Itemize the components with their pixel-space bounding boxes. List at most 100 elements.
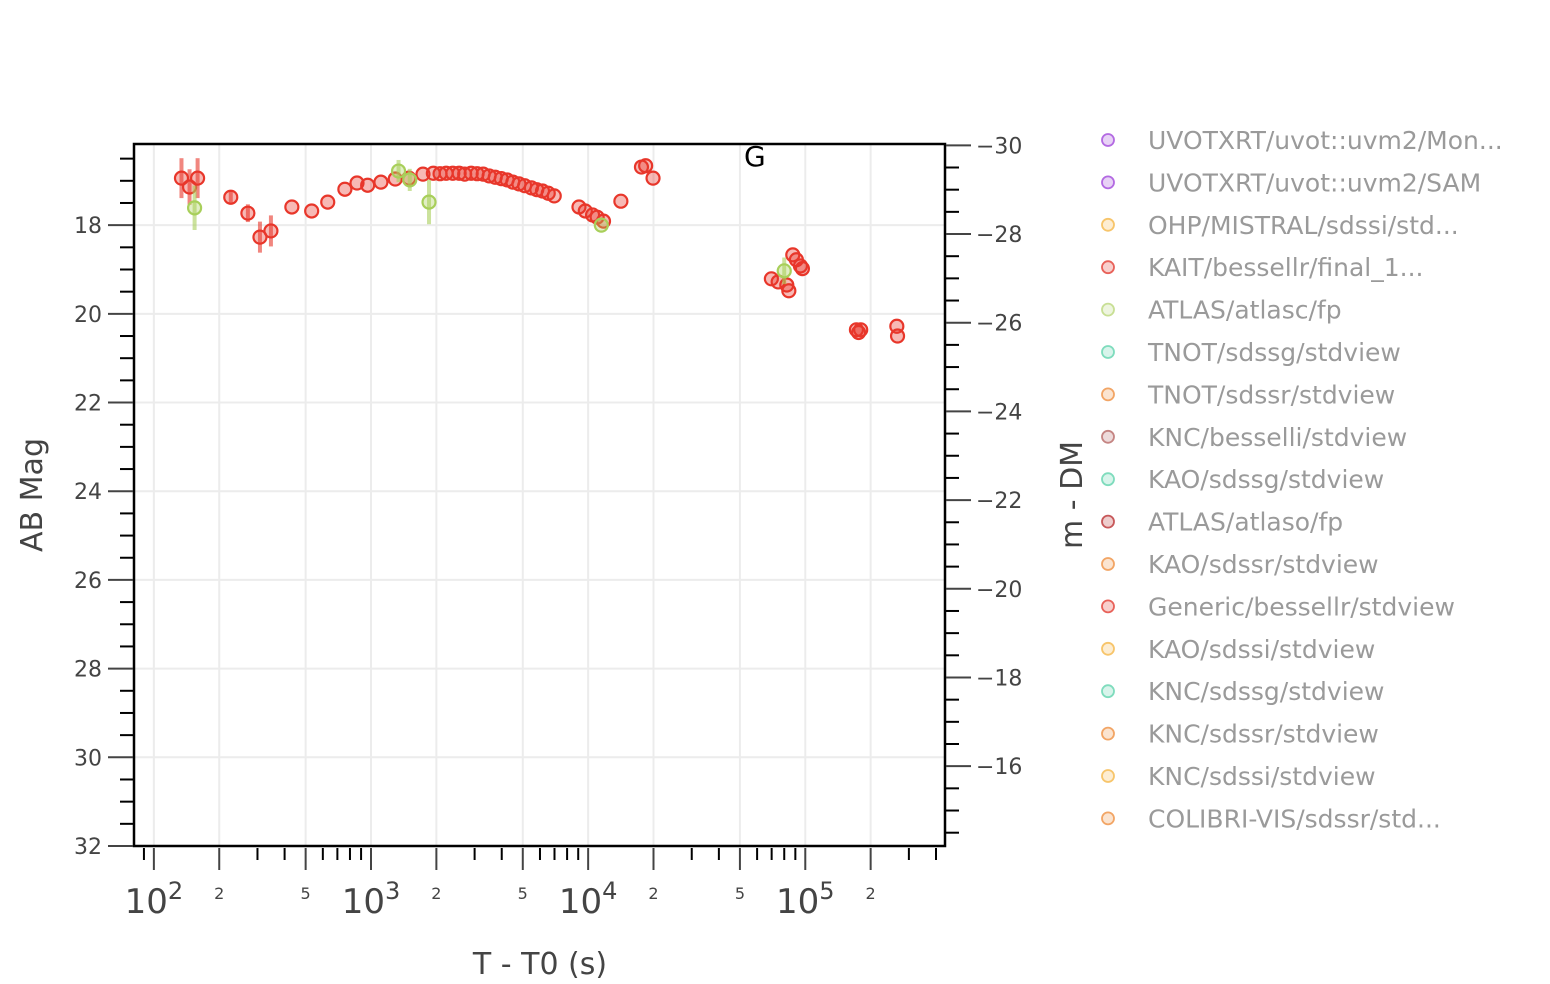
data-point [577, 203, 593, 219]
data-point [190, 170, 206, 186]
data-point [284, 199, 300, 215]
data-point [240, 205, 256, 221]
x-minor-tick-label: 2 [866, 884, 876, 903]
legend-item[interactable]: KAIT/bessellr/final_1... [1101, 253, 1424, 282]
x-minor-tick-label: 2 [431, 884, 441, 903]
x-axis-title: T - T0 (s) [472, 947, 607, 982]
legend-item[interactable]: KNC/sdssi/stdview [1101, 762, 1376, 791]
legend-item[interactable]: KAO/sdssr/stdview [1101, 550, 1379, 579]
data-point [638, 158, 654, 174]
y2-axis-title: m - DM [1055, 441, 1090, 549]
data-point [223, 189, 239, 205]
legend-label: KNC/besselli/stdview [1148, 423, 1407, 452]
legend-label: KAO/sdssi/stdview [1148, 635, 1375, 664]
data-point [889, 328, 906, 344]
legend-label: KAO/sdssr/stdview [1148, 550, 1379, 579]
legend-label: TNOT/sdssr/stdview [1147, 380, 1395, 409]
y-tick-label: 30 [74, 746, 102, 771]
x-major-tick-label: 102 [125, 877, 184, 922]
data-point [186, 200, 203, 216]
legend-label: KNC/sdssi/stdview [1148, 762, 1376, 791]
data-point [645, 170, 661, 186]
legend-item[interactable]: KNC/sdssg/stdview [1101, 677, 1384, 706]
data-point [613, 193, 629, 209]
legend-marker-icon [1101, 726, 1115, 741]
legend-label: KNC/sdssg/stdview [1148, 677, 1384, 706]
data-point [781, 283, 797, 299]
legend-item[interactable]: Generic/bessellr/stdview [1101, 592, 1455, 621]
data-point [360, 177, 376, 193]
y-tick-label: 24 [74, 480, 102, 505]
legend-item[interactable]: ATLAS/atlasc/fp [1101, 296, 1342, 325]
legend-label: OHP/MISTRAL/sdssi/std... [1148, 211, 1459, 240]
legend-marker-icon [1101, 175, 1115, 190]
x-minor-tick-label: 2 [214, 884, 224, 903]
legend-label: KAIT/bessellr/final_1... [1148, 253, 1424, 282]
legend-item[interactable]: TNOT/sdssg/stdview [1101, 338, 1401, 367]
data-point [421, 194, 437, 210]
y-axis-title: AB Mag [15, 438, 50, 552]
y2-tick-label: −18 [976, 666, 1022, 691]
annotation-label: G [744, 140, 766, 173]
y-tick-label: 28 [74, 658, 102, 683]
legend-label: ATLAS/atlasc/fp [1148, 296, 1342, 325]
legend-label: UVOTXRT/uvot::uvm2/Mon... [1148, 126, 1503, 155]
data-point [402, 172, 418, 188]
x-major-tick-label: 103 [342, 877, 401, 922]
legend-label: KAO/sdssg/stdview [1148, 465, 1384, 494]
legend-label: TNOT/sdssg/stdview [1147, 338, 1401, 367]
y2-tick-label: −24 [976, 400, 1022, 425]
data-layer [173, 158, 906, 344]
data-point [593, 217, 609, 233]
legend-item[interactable]: ATLAS/atlaso/fp [1101, 508, 1343, 537]
legend-label: KNC/sdssr/stdview [1148, 720, 1379, 749]
y2-tick-label: −16 [976, 755, 1022, 780]
data-point [373, 174, 389, 190]
legend-marker-icon [1101, 599, 1115, 614]
plot-frame [132, 142, 947, 848]
y2-tick-label: −26 [976, 312, 1022, 337]
data-point [252, 229, 268, 245]
legend-item[interactable]: UVOTXRT/uvot::uvm2/SAM [1101, 168, 1481, 197]
y2-tick-label: −22 [976, 489, 1022, 514]
y2-tick-label: −28 [976, 223, 1022, 248]
legend-marker-icon [1101, 684, 1115, 699]
x-major-tick-label: 105 [776, 877, 835, 922]
y-tick-label: 20 [74, 303, 102, 328]
axes: 102 103 104 105 2 5 2 5 2 5 2 18 20 22 24 26 28 30 32 −30 −2… [74, 134, 1022, 922]
legend-marker-icon [1101, 260, 1115, 275]
y-tick-label: 32 [74, 835, 102, 860]
data-point [794, 261, 811, 277]
legend[interactable]: UVOTXRT/uvot::uvm2/Mon...UVOTXRT/uvot::u… [1101, 126, 1503, 833]
legend-item[interactable]: KNC/sdssr/stdview [1101, 720, 1379, 749]
legend-marker-icon [1101, 133, 1115, 147]
legend-item[interactable]: OHP/MISTRAL/sdssi/std... [1101, 211, 1459, 240]
x-major-tick-label: 104 [559, 877, 618, 922]
y2-tick-label: −20 [976, 578, 1022, 603]
legend-item[interactable]: TNOT/sdssr/stdview [1101, 380, 1395, 409]
data-point [546, 188, 562, 204]
legend-item[interactable]: UVOTXRT/uvot::uvm2/Mon... [1101, 126, 1503, 155]
legend-item[interactable]: KAO/sdssg/stdview [1101, 465, 1384, 494]
x-minor-tick-label: 5 [518, 884, 528, 903]
legend-label: COLIBRI-VIS/sdssr/std... [1148, 804, 1441, 833]
legend-label: Generic/bessellr/stdview [1148, 592, 1455, 621]
series-generic-bessellr-stdview [173, 158, 906, 344]
legend-item[interactable]: KAO/sdssi/stdview [1101, 635, 1375, 664]
legend-marker-icon [1101, 472, 1115, 487]
data-point [853, 322, 869, 338]
grid-lines [134, 144, 945, 847]
y-tick-label: 22 [74, 392, 102, 417]
legend-item[interactable]: KNC/besselli/stdview [1101, 423, 1407, 452]
legend-marker-icon [1101, 302, 1115, 317]
legend-marker-icon [1101, 514, 1115, 529]
x-minor-tick-label: 5 [735, 884, 745, 903]
legend-label: UVOTXRT/uvot::uvm2/SAM [1148, 168, 1481, 197]
y-tick-label: 18 [74, 214, 102, 239]
y2-tick-label: −30 [976, 134, 1022, 159]
legend-item[interactable]: COLIBRI-VIS/sdssr/std... [1101, 804, 1441, 833]
legend-marker-icon [1101, 387, 1115, 402]
legend-marker-icon [1101, 217, 1115, 232]
y-tick-label: 26 [74, 569, 102, 594]
